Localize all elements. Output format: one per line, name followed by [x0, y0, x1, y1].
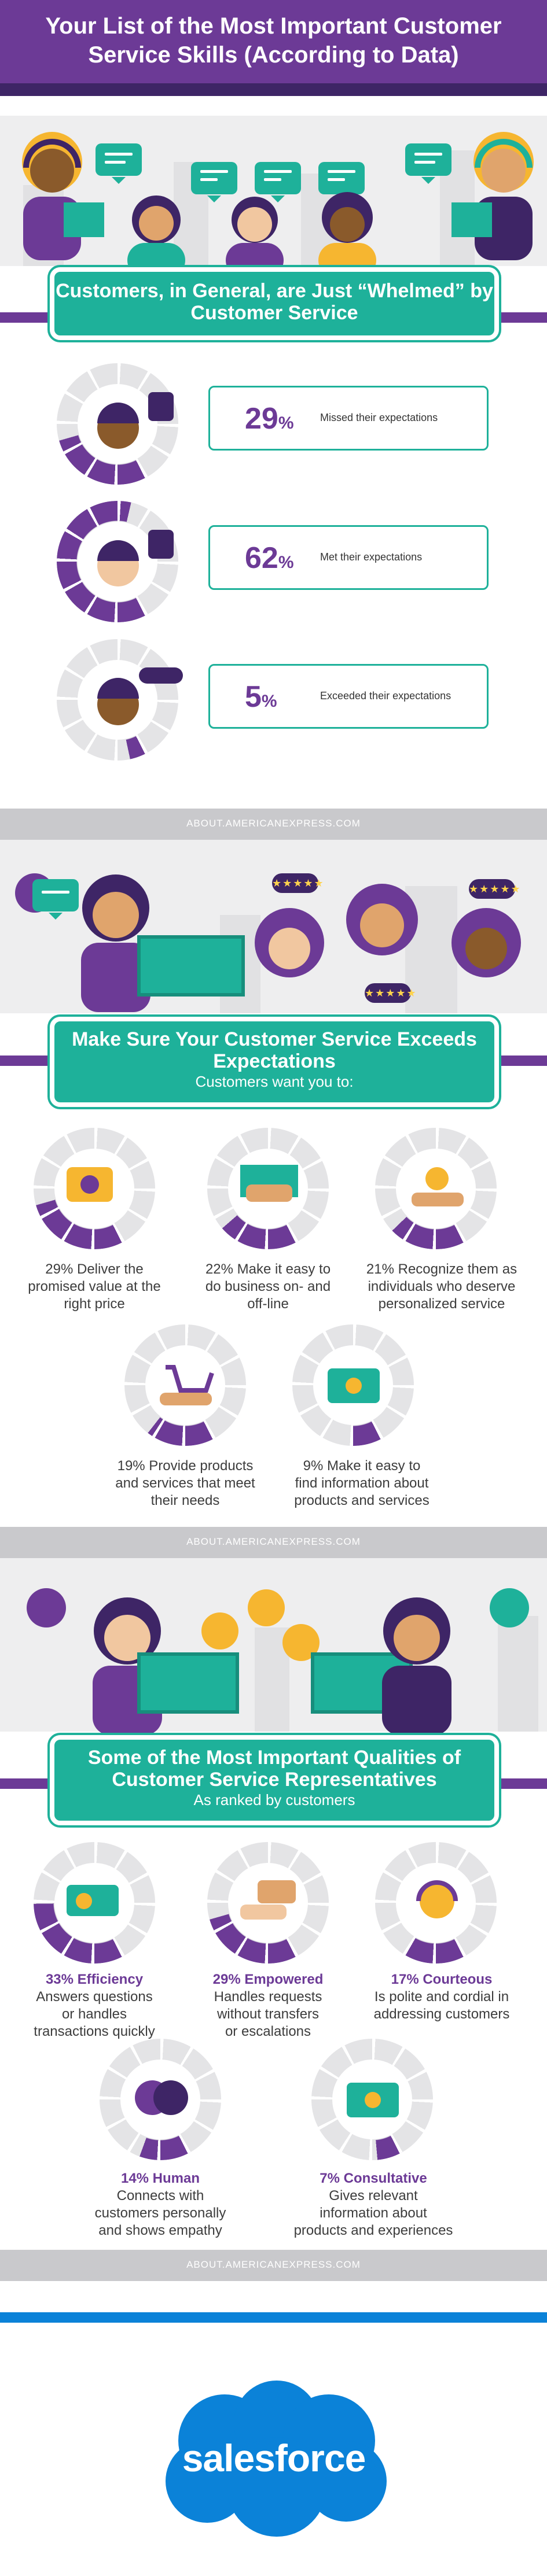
two-heads-icon	[135, 2080, 188, 2115]
stat-percent: 5%	[245, 680, 277, 714]
agent-right-illustration	[451, 132, 534, 260]
agent-left-illustration	[22, 132, 104, 260]
item-caption: 22% Make it easy to do business on- and of…	[205, 1261, 331, 1312]
section1-banner-title: Customers, in General, are Just “Whelmed…	[56, 280, 493, 324]
thumbs-down-icon	[97, 392, 174, 449]
stat-label: Missed their expectations	[320, 412, 438, 423]
five-star-rating-icon: ★★★★★	[272, 873, 324, 893]
stat-gauge-met	[57, 501, 178, 622]
source-text: ABOUT.AMERICANEXPRESS.COM	[186, 818, 361, 829]
item-caption: 9% Make it easy to find information about…	[294, 1458, 429, 1508]
quality-caption: 29% Empowered Handles requests without tr…	[212, 1972, 324, 2039]
stat-percent: 29%	[245, 402, 294, 436]
page-title: Your List of the Most Important Customer…	[45, 13, 502, 68]
brand-logo-text: salesforce	[182, 2437, 366, 2479]
quality-caption: 17% Courteous Is polite and cordial in ad…	[373, 1972, 510, 2022]
source-strip: ABOUT.AMERICANEXPRESS.COM	[0, 809, 547, 840]
header-divider	[0, 83, 547, 96]
headset-agent-icon	[416, 1880, 458, 1918]
section3-banner-title: Some of the Most Important Qualities of …	[87, 1747, 461, 1791]
header: Your List of the Most Important Customer…	[0, 0, 547, 96]
item-caption: 19% Provide products and services that me…	[115, 1458, 255, 1508]
brand-divider	[0, 2312, 547, 2323]
chat-bubble-icon	[318, 162, 365, 202]
five-star-rating-icon	[97, 667, 183, 725]
stat-label: Met their expectations	[320, 551, 423, 563]
item-gauge	[375, 1128, 497, 1249]
stat-card: 62% Met their expectations	[208, 525, 489, 590]
wifi-icon	[96, 143, 142, 184]
customers-illustration	[127, 192, 376, 272]
chat-bubble-icon	[191, 162, 237, 202]
quality-caption: 7% Consultative Gives relevant informatio…	[293, 2171, 453, 2238]
happy-customers-illustration	[255, 884, 521, 977]
chat-bubble-icon	[255, 162, 301, 202]
shopping-cart-icon	[160, 1365, 214, 1405]
city-skyline	[0, 1558, 547, 1732]
stat-card: 5% Exceeded their expectations	[208, 664, 489, 729]
wifi-icon	[405, 143, 451, 184]
lightbulb-chat-icon	[67, 1885, 119, 1916]
source-strip: ABOUT.AMERICANEXPRESS.COM	[0, 1527, 547, 1558]
hand-chat-icon	[240, 1880, 296, 1920]
item-gauge	[124, 1324, 246, 1446]
wrench-gear-icon	[32, 879, 79, 920]
two-agents-illustration	[27, 1588, 529, 1735]
quality-caption: 33% Efficiency Answers questions or handl…	[34, 1972, 155, 2039]
salesforce-cloud-logo	[166, 2381, 387, 2537]
section2-banner-subtitle: Customers want you to:	[195, 1073, 354, 1090]
briefcase-icon	[328, 1368, 380, 1403]
handshake-icon	[240, 1165, 298, 1202]
item-caption: 29% Deliver the promised value at the righ…	[28, 1261, 161, 1312]
section2-banner: Make Sure Your Customer Service Exceeds …	[50, 1017, 499, 1107]
section3-banner: Some of the Most Important Qualities of …	[50, 1735, 499, 1825]
section1-banner: Customers, in General, are Just “Whelmed…	[50, 267, 499, 340]
money-tag-icon	[67, 1167, 113, 1202]
stat-gauge-missed	[57, 363, 178, 485]
section2-banner-title: Make Sure Your Customer Service Exceeds …	[72, 1028, 477, 1072]
hand-gear-icon	[412, 1167, 464, 1206]
stat-percent: 62%	[245, 541, 294, 575]
item-caption: 21% Recognize them as individuals who des…	[366, 1261, 517, 1312]
source-text: ABOUT.AMERICANEXPRESS.COM	[186, 1536, 361, 1547]
five-star-rating-icon: ★★★★★	[469, 879, 520, 899]
item-gauge	[375, 1842, 497, 1964]
info-briefcase-icon	[347, 2083, 399, 2117]
thumbs-up-icon	[97, 530, 174, 586]
section3-banner-subtitle: As ranked by customers	[193, 1791, 355, 1809]
stat-card: 29% Missed their expectations	[208, 386, 489, 451]
stat-label: Exceeded their expectations	[320, 690, 451, 702]
five-star-rating-icon: ★★★★★	[365, 983, 416, 1003]
quality-caption: 14% Human Connects with customers persona…	[94, 2171, 226, 2238]
source-text: ABOUT.AMERICANEXPRESS.COM	[186, 2259, 361, 2270]
source-strip: ABOUT.AMERICANEXPRESS.COM	[0, 2250, 547, 2281]
